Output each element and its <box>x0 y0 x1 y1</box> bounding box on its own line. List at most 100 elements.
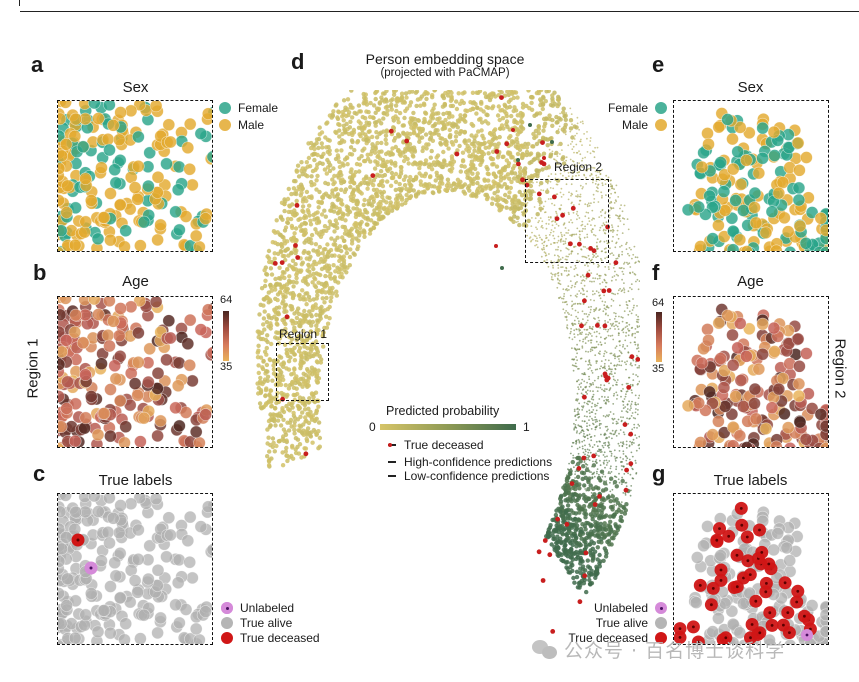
embedding-point <box>592 293 594 296</box>
embedding-point <box>352 147 357 153</box>
embedding-point <box>381 198 386 203</box>
embedding-point <box>320 296 325 301</box>
embedding-point <box>300 288 305 293</box>
embedding-point <box>592 382 594 384</box>
embedding-point <box>596 486 601 491</box>
embedding-point <box>622 458 624 460</box>
data-point <box>92 112 105 125</box>
embedding-point <box>566 274 569 277</box>
embedding-point <box>575 442 577 445</box>
data-point <box>59 101 72 109</box>
embedding-point <box>325 306 330 312</box>
embedding-point <box>358 222 363 227</box>
embedding-point <box>282 238 287 243</box>
embedding-point <box>618 472 620 475</box>
embedding-point <box>611 437 613 440</box>
embedding-point <box>595 452 597 455</box>
embedding-point <box>511 140 516 145</box>
embedding-point <box>608 365 610 367</box>
embedding-point <box>339 262 344 268</box>
embedding-point <box>403 108 408 114</box>
embedding-point <box>536 181 538 183</box>
embedding-point <box>596 402 599 405</box>
embedding-point <box>615 324 617 327</box>
embedding-point <box>320 145 325 150</box>
embedding-point <box>632 438 635 441</box>
embedding-point <box>611 276 614 278</box>
embedding-point <box>366 202 371 207</box>
embedding-point <box>378 202 383 207</box>
embedding-point <box>600 406 603 409</box>
embedding-point <box>335 192 341 197</box>
embedding-point <box>444 122 450 127</box>
embedding-point <box>588 325 591 328</box>
embedding-point <box>581 255 584 258</box>
embedding-point <box>434 170 439 175</box>
embedding-point <box>460 150 466 155</box>
embedding-point <box>622 388 624 390</box>
embedding-point <box>557 274 560 277</box>
embedding-point <box>587 403 589 406</box>
embedding-point <box>265 427 270 432</box>
embedding-point <box>490 106 495 111</box>
embedding-point <box>603 337 606 340</box>
embedding-point <box>265 339 270 345</box>
embedding-point <box>580 138 582 141</box>
embedding-point <box>324 295 329 301</box>
embedding-point <box>402 154 408 159</box>
data-point <box>58 308 67 322</box>
data-point <box>142 375 155 389</box>
embedding-point <box>616 394 619 397</box>
data-point <box>58 542 68 556</box>
embedding-point <box>462 90 467 95</box>
male-dot-icon <box>219 119 231 131</box>
embedding-point <box>582 388 585 391</box>
embedding-point <box>302 240 307 245</box>
data-point <box>84 390 98 403</box>
embedding-point <box>294 315 300 321</box>
embedding-point <box>555 210 557 213</box>
data-point <box>95 161 108 174</box>
embedding-point <box>316 429 321 434</box>
data-point <box>183 313 197 327</box>
embedding-point <box>343 218 348 223</box>
embedding-point <box>493 174 498 180</box>
embedding-point <box>292 213 297 218</box>
embedding-point <box>577 438 580 441</box>
top-rule <box>20 11 859 12</box>
embedding-point <box>625 443 628 446</box>
embedding-point <box>504 119 510 124</box>
embedding-point <box>612 322 615 325</box>
embedding-point <box>540 189 542 191</box>
embedding-point <box>440 181 445 186</box>
embedding-point <box>268 323 274 328</box>
embedding-point <box>586 393 588 395</box>
embedding-point <box>595 180 598 182</box>
embedding-point <box>306 406 311 411</box>
embedding-point <box>351 127 357 133</box>
embedding-point <box>603 399 605 402</box>
embedding-point <box>586 448 589 451</box>
embedding-point <box>592 177 594 179</box>
embedding-point <box>609 263 611 265</box>
embedding-point <box>600 288 602 291</box>
embedding-point <box>594 428 597 431</box>
data-point <box>109 176 123 190</box>
data-point <box>137 608 151 622</box>
data-point <box>58 420 68 433</box>
data-point <box>88 297 101 306</box>
embedding-point <box>344 121 349 127</box>
embedding-point <box>607 176 610 179</box>
embedding-point <box>624 339 627 342</box>
data-point <box>193 633 206 644</box>
embedding-point <box>634 434 637 437</box>
embedding-point <box>337 216 342 221</box>
embedding-point <box>631 443 633 446</box>
embedding-point <box>636 256 639 259</box>
embedding-point <box>610 192 612 195</box>
embedding-point <box>637 318 640 321</box>
embedding-point <box>600 365 602 368</box>
embedding-point <box>573 511 579 516</box>
embedding-point <box>319 130 325 135</box>
embedding-point <box>373 144 378 149</box>
